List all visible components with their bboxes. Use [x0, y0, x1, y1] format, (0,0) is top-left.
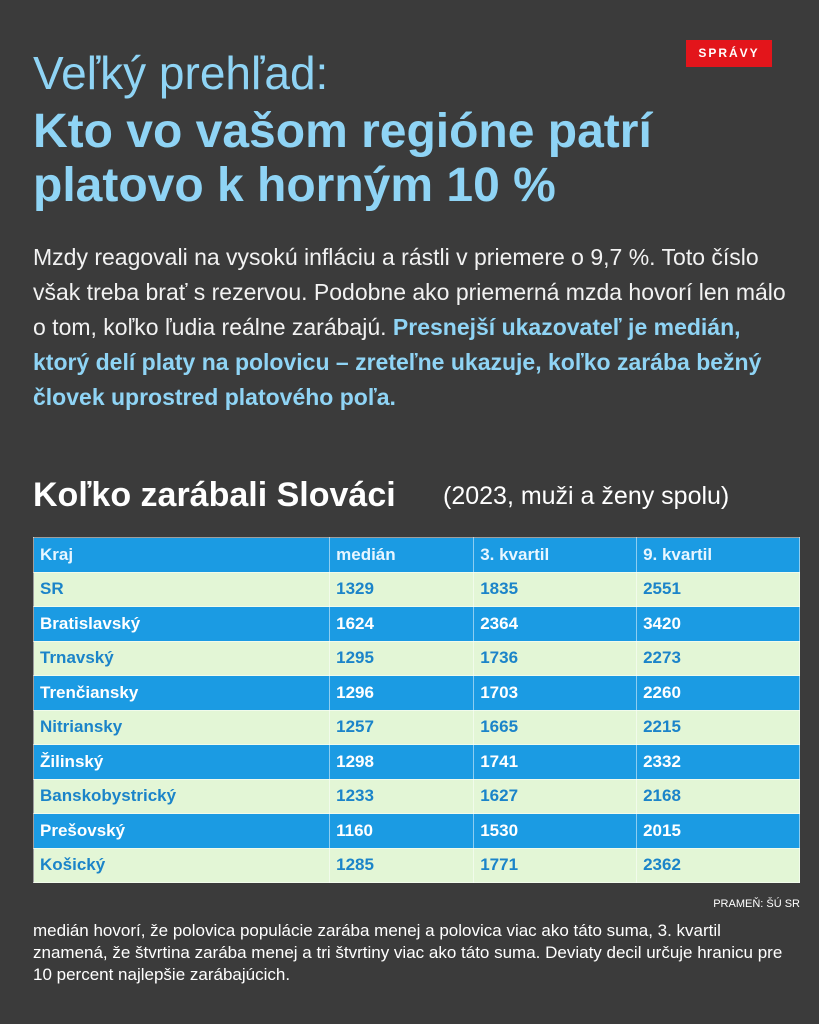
- table-cell: Bratislavský: [32, 606, 331, 642]
- table-cell: Trnavský: [32, 640, 331, 676]
- header-cell: 3. kvartil: [473, 537, 638, 573]
- table-cell: 2168: [636, 778, 800, 814]
- table-row: Banskobystrický 1233 1627 2168: [32, 778, 800, 814]
- header-cell: medián: [329, 537, 475, 573]
- table-cell: 1285: [329, 847, 475, 883]
- table-row: Nitriansky 1257 1665 2215: [32, 709, 800, 745]
- table-cell: 2551: [636, 571, 800, 607]
- intro-text: Mzdy reagovali na vysokú infláciu a rást…: [33, 244, 786, 340]
- table-cell: 2215: [636, 709, 800, 745]
- intro-highlight: Presnejší ukazovateľ je medián, ktorý de…: [33, 314, 762, 410]
- table-cell: Banskobystrický: [32, 778, 331, 814]
- table-cell: 1624: [329, 606, 475, 642]
- table-cell: 1627: [473, 778, 638, 814]
- table-cell: 1835: [473, 571, 638, 607]
- table-cell: Žilinský: [32, 744, 331, 780]
- table-cell: 1736: [473, 640, 638, 676]
- table-cell: Prešovský: [32, 813, 331, 849]
- table-cell: Trenčiansky: [32, 675, 331, 711]
- table-row: Žilinský 1298 1741 2332: [32, 744, 800, 780]
- table-cell: 2364: [473, 606, 638, 642]
- source: PRAMEŇ: ŠÚ SR: [713, 898, 800, 910]
- table-cell: 1298: [329, 744, 475, 780]
- table-cell: 1160: [329, 813, 475, 849]
- table-cell: 1296: [329, 675, 475, 711]
- table-cell: SR: [32, 571, 331, 607]
- table-row: SR 1329 1835 2551: [32, 571, 800, 607]
- table-cell: Košický: [32, 847, 331, 883]
- title: Veľký prehľad:: [33, 47, 329, 99]
- table-cell: 1741: [473, 744, 638, 780]
- table-title: Koľko zarábali Slováci: [33, 476, 396, 514]
- table-row: Prešovský 1160 1530 2015: [32, 813, 800, 849]
- table-cell: 1530: [473, 813, 638, 849]
- header-cell: Kraj: [32, 537, 331, 573]
- table-cell: 2332: [636, 744, 800, 780]
- table-cell: 1771: [473, 847, 638, 883]
- table-cell: 1233: [329, 778, 475, 814]
- logo: SPRÁVY: [686, 40, 772, 67]
- table-cell: Nitriansky: [32, 709, 331, 745]
- header-cell: 9. kvartil: [636, 537, 800, 573]
- table: Kraj medián 3. kvartil 9. kvartil SR 1329 1835…: [32, 537, 800, 883]
- footnote: medián hovorí, že polovica populácie zar…: [33, 921, 783, 984]
- table-subtitle: (2023, muži a ženy spolu): [443, 482, 730, 510]
- table-cell: 1329: [329, 571, 475, 607]
- table-cell: 2260: [636, 675, 800, 711]
- table-row: Bratislavský 1624 2364 3420: [32, 606, 800, 642]
- table-cell: 1295: [329, 640, 475, 676]
- table-cell: 1257: [329, 709, 475, 745]
- table-cell: 1665: [473, 709, 638, 745]
- title: platovo k horným 10 %: [33, 159, 556, 212]
- title: Kto vo vašom regióne patrí: [33, 105, 652, 158]
- table-row: Trnavský 1295 1736 2273: [32, 640, 800, 676]
- intro: Mzdy reagovali na vysokú infláciu a rást…: [33, 240, 803, 415]
- table-cell: 2015: [636, 813, 800, 849]
- table-cell: 2362: [636, 847, 800, 883]
- table-cell: 2273: [636, 640, 800, 676]
- table-cell: 3420: [636, 606, 800, 642]
- table-row: Trenčiansky 1296 1703 2260: [32, 675, 800, 711]
- table-cell: 1703: [473, 675, 638, 711]
- table-row: Košický 1285 1771 2362: [32, 847, 800, 883]
- header-row: Kraj medián 3. kvartil 9. kvartil: [32, 537, 800, 573]
